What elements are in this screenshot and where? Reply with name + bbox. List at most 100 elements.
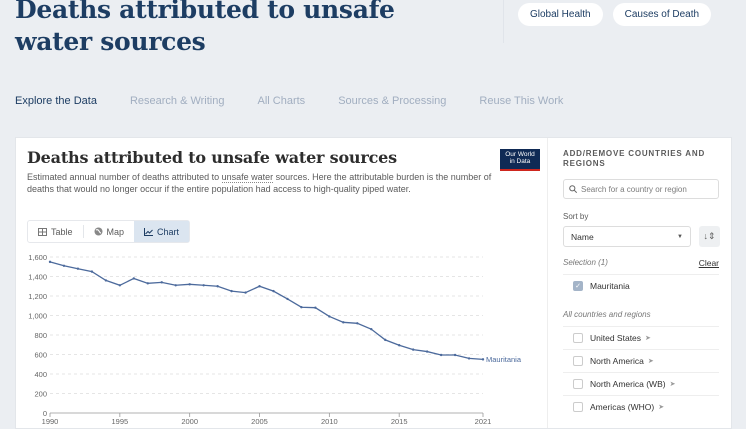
entity-selector-panel: ADD/REMOVE COUNTRIES AND REGIONS Search … xyxy=(547,138,731,428)
x-tick-label: 2021 xyxy=(475,417,492,426)
data-point xyxy=(411,348,415,351)
sort-order-button[interactable]: ↓⇕ xyxy=(699,226,720,247)
series-label-mauritania: Mauritania xyxy=(486,355,522,364)
x-tick-label: 1990 xyxy=(42,417,59,426)
panel-heading: ADD/REMOVE COUNTRIES AND REGIONS xyxy=(563,149,706,168)
y-tick-label: 600 xyxy=(34,351,47,360)
entity-name: United States xyxy=(590,333,642,343)
data-point xyxy=(342,321,345,324)
data-point xyxy=(384,338,387,342)
x-tick-label: 1995 xyxy=(111,417,128,426)
y-tick-label: 1,400 xyxy=(28,273,47,282)
location-arrow-icon: ➤ xyxy=(669,381,676,388)
location-arrow-icon: ➤ xyxy=(645,335,651,342)
page-tabs: Explore the Data Research & Writing All … xyxy=(15,95,596,107)
data-point xyxy=(453,353,457,357)
tab-all-charts[interactable]: All Charts xyxy=(257,95,306,107)
entity-item[interactable]: United States ➤ xyxy=(563,326,719,349)
data-point xyxy=(160,281,163,284)
selected-item[interactable]: ✓ Mauritania xyxy=(563,274,719,297)
tab-chart[interactable]: Chart xyxy=(134,221,190,242)
tab-reuse-this-work[interactable]: Reuse This Work xyxy=(479,95,564,107)
tab-sources-processing[interactable]: Sources & Processing xyxy=(338,95,447,107)
logo-line-1: Our World xyxy=(505,151,535,158)
tag-causes-of-death[interactable]: Causes of Death xyxy=(612,3,712,26)
series-line-mauritania xyxy=(49,261,484,361)
data-point xyxy=(118,284,122,287)
data-point xyxy=(286,297,289,301)
all-entities-header: All countries and regions xyxy=(563,310,651,319)
owid-logo[interactable]: Our World in Data xyxy=(500,149,540,171)
subtitle-text: Estimated annual number of deaths attrib… xyxy=(27,172,222,182)
tab-map[interactable]: Map xyxy=(84,221,135,242)
x-tick-label: 2000 xyxy=(181,417,198,426)
data-point xyxy=(300,306,303,309)
data-point xyxy=(467,357,471,360)
grid-lines xyxy=(50,256,483,394)
data-point xyxy=(104,279,108,282)
tab-explore-the-data[interactable]: Explore the Data xyxy=(15,95,97,107)
data-point xyxy=(188,283,191,286)
clear-button[interactable]: Clear xyxy=(698,258,719,268)
caret-down-icon: ▼ xyxy=(677,233,683,240)
y-axis: 0 200 400 600 800 1,000 1,200 1,400 1,600 xyxy=(28,253,47,418)
checkbox[interactable] xyxy=(573,333,583,343)
tab-chart-label: Chart xyxy=(157,226,180,237)
location-arrow-icon: ➤ xyxy=(647,358,654,365)
data-point xyxy=(258,285,261,288)
checkbox[interactable] xyxy=(573,356,583,366)
unsafe-water-link[interactable]: unsafe water xyxy=(221,172,274,183)
data-point xyxy=(425,350,429,353)
data-point xyxy=(48,260,52,264)
data-point xyxy=(146,282,149,285)
x-tick-label: 2010 xyxy=(321,417,338,426)
data-points xyxy=(48,260,485,361)
sort-select[interactable]: Name ▼ xyxy=(563,226,691,247)
y-tick-label: 800 xyxy=(34,331,47,340)
page-title: Deaths attributed to unsafe water source… xyxy=(15,0,395,56)
selection-count: Selection (1) xyxy=(563,258,608,267)
data-point xyxy=(90,270,94,273)
checkbox[interactable] xyxy=(573,379,583,389)
sort-order-icon: ↓⇕ xyxy=(703,231,716,241)
entity-item[interactable]: North America ➤ xyxy=(563,349,719,372)
y-tick-label: 1,600 xyxy=(28,253,47,262)
tag-global-health[interactable]: Global Health xyxy=(518,3,603,26)
entity-name: Americas (WHO) xyxy=(590,402,655,412)
data-point xyxy=(328,315,331,318)
checkbox-checked[interactable]: ✓ xyxy=(573,281,583,291)
checkbox[interactable] xyxy=(573,402,583,412)
entity-item[interactable]: North America (WB) ➤ xyxy=(563,372,719,395)
globe-icon xyxy=(94,227,103,236)
data-point xyxy=(174,284,177,287)
y-tick-label: 400 xyxy=(34,370,47,379)
line-chart-icon xyxy=(144,227,154,236)
subtitle-text-rest: sources. Here the attributable burden is… xyxy=(27,172,492,194)
entity-name: North America (WB) xyxy=(590,379,666,389)
entity-item[interactable]: Americas (WHO) ➤ xyxy=(563,395,719,418)
y-tick-label: 200 xyxy=(34,390,47,399)
data-point xyxy=(62,264,66,267)
x-tick-label: 2015 xyxy=(391,417,408,426)
search-placeholder: Search for a country or region xyxy=(581,184,687,194)
tab-table[interactable]: Table xyxy=(28,221,83,242)
search-icon xyxy=(569,185,577,193)
data-point xyxy=(397,344,401,347)
data-point xyxy=(356,322,359,325)
x-tick-label: 2005 xyxy=(251,417,268,426)
chart-card: Deaths attributed to unsafe water source… xyxy=(15,137,732,429)
data-point xyxy=(216,285,219,288)
data-point xyxy=(230,289,233,293)
view-toggle: Table Map Chart xyxy=(27,220,191,243)
data-point xyxy=(272,289,275,293)
chart-title: Deaths attributed to unsafe water source… xyxy=(27,148,397,167)
tab-map-label: Map xyxy=(106,226,125,237)
line-chart: 0 200 400 600 800 1,000 1,200 1,400 1,600 1990 19… xyxy=(28,253,522,426)
data-point xyxy=(370,327,373,331)
tab-research-writing[interactable]: Research & Writing xyxy=(129,95,225,107)
data-point xyxy=(132,277,136,280)
search-input[interactable]: Search for a country or region xyxy=(563,179,719,199)
data-point xyxy=(481,358,485,361)
divider xyxy=(82,225,84,238)
location-arrow-icon: ➤ xyxy=(658,404,665,411)
